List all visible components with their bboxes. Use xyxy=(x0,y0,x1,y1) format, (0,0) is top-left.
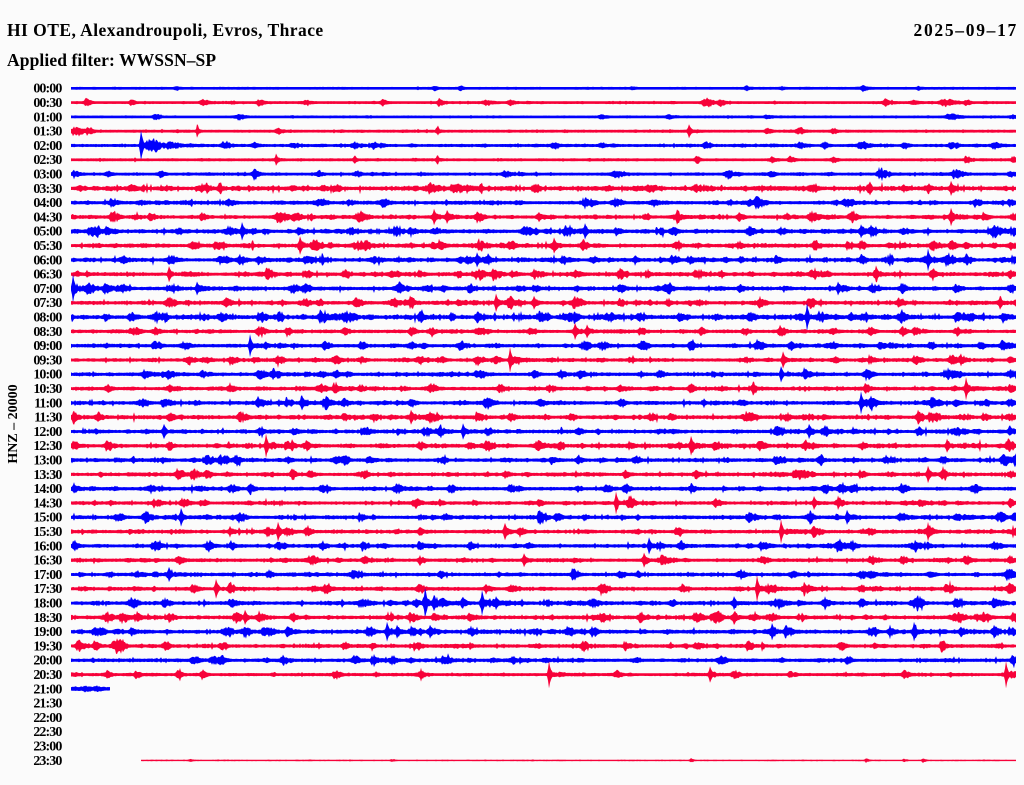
svg-text:18:30: 18:30 xyxy=(33,611,62,626)
svg-text:07:00: 07:00 xyxy=(33,282,62,297)
svg-text:2025–09–17: 2025–09–17 xyxy=(914,20,1019,40)
svg-text:11:30: 11:30 xyxy=(34,411,62,426)
svg-text:07:30: 07:30 xyxy=(33,296,62,311)
svg-text:06:00: 06:00 xyxy=(33,253,62,268)
svg-text:01:00: 01:00 xyxy=(33,110,62,125)
svg-text:17:00: 17:00 xyxy=(33,568,62,583)
svg-text:15:00: 15:00 xyxy=(33,511,62,526)
svg-text:11:00: 11:00 xyxy=(34,396,62,411)
svg-text:09:30: 09:30 xyxy=(33,353,62,368)
svg-text:22:00: 22:00 xyxy=(33,711,62,726)
svg-text:14:00: 14:00 xyxy=(33,482,62,497)
svg-text:01:30: 01:30 xyxy=(33,125,62,140)
svg-text:15:30: 15:30 xyxy=(33,525,62,540)
svg-text:05:30: 05:30 xyxy=(33,239,62,254)
svg-text:20:00: 20:00 xyxy=(33,654,62,669)
svg-text:02:00: 02:00 xyxy=(33,139,62,154)
svg-text:HNZ – 20000: HNZ – 20000 xyxy=(6,384,21,463)
svg-text:17:30: 17:30 xyxy=(33,582,62,597)
svg-text:23:30: 23:30 xyxy=(33,754,62,769)
svg-text:06:30: 06:30 xyxy=(33,268,62,283)
svg-text:04:00: 04:00 xyxy=(33,196,62,211)
svg-text:00:00: 00:00 xyxy=(33,82,62,97)
svg-text:23:00: 23:00 xyxy=(33,740,62,755)
svg-text:18:00: 18:00 xyxy=(33,597,62,612)
svg-text:12:30: 12:30 xyxy=(33,439,62,454)
svg-text:21:00: 21:00 xyxy=(33,682,62,697)
svg-text:14:30: 14:30 xyxy=(33,496,62,511)
svg-text:03:30: 03:30 xyxy=(33,182,62,197)
svg-text:22:30: 22:30 xyxy=(33,725,62,740)
svg-text:20:30: 20:30 xyxy=(33,668,62,683)
svg-text:10:30: 10:30 xyxy=(33,382,62,397)
svg-text:21:30: 21:30 xyxy=(33,697,62,712)
svg-text:HI OTE, Alexandroupoli, Evros,: HI OTE, Alexandroupoli, Evros, Thrace xyxy=(7,20,324,40)
svg-text:Applied filter: WWSSN–SP: Applied filter: WWSSN–SP xyxy=(7,50,216,70)
svg-text:19:00: 19:00 xyxy=(33,625,62,640)
svg-text:05:00: 05:00 xyxy=(33,225,62,240)
svg-text:16:30: 16:30 xyxy=(33,554,62,569)
svg-text:09:00: 09:00 xyxy=(33,339,62,354)
svg-text:08:30: 08:30 xyxy=(33,325,62,340)
svg-text:02:30: 02:30 xyxy=(33,153,62,168)
svg-text:08:00: 08:00 xyxy=(33,311,62,326)
svg-text:03:00: 03:00 xyxy=(33,168,62,183)
svg-text:13:30: 13:30 xyxy=(33,468,62,483)
svg-text:10:00: 10:00 xyxy=(33,368,62,383)
svg-text:12:00: 12:00 xyxy=(33,425,62,440)
svg-text:16:00: 16:00 xyxy=(33,539,62,554)
svg-text:19:30: 19:30 xyxy=(33,639,62,654)
svg-text:04:30: 04:30 xyxy=(33,210,62,225)
svg-text:13:00: 13:00 xyxy=(33,454,62,469)
svg-text:00:30: 00:30 xyxy=(33,96,62,111)
